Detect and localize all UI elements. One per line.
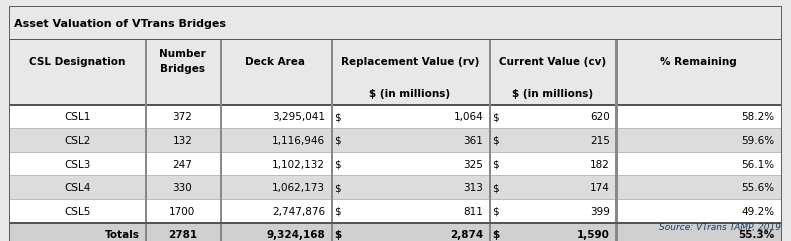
Text: 330: 330 bbox=[172, 183, 192, 193]
Text: CSL1: CSL1 bbox=[64, 112, 91, 122]
Text: CSL5: CSL5 bbox=[64, 207, 91, 217]
Text: $: $ bbox=[492, 183, 498, 193]
Text: 49.2%: 49.2% bbox=[741, 207, 774, 217]
Text: CSL4: CSL4 bbox=[64, 183, 91, 193]
Text: Asset Valuation of VTrans Bridges: Asset Valuation of VTrans Bridges bbox=[14, 19, 226, 29]
Text: 620: 620 bbox=[590, 112, 610, 122]
Text: 174: 174 bbox=[590, 183, 610, 193]
Text: 399: 399 bbox=[590, 207, 610, 217]
Text: 372: 372 bbox=[172, 112, 192, 122]
Text: 56.1%: 56.1% bbox=[741, 160, 774, 170]
Text: 1,062,173: 1,062,173 bbox=[272, 183, 325, 193]
Text: 313: 313 bbox=[464, 183, 483, 193]
Text: 59.6%: 59.6% bbox=[741, 136, 774, 146]
Text: 325: 325 bbox=[464, 160, 483, 170]
Text: 55.3%: 55.3% bbox=[738, 230, 774, 241]
Text: 9,324,168: 9,324,168 bbox=[267, 230, 325, 241]
Text: 3,295,041: 3,295,041 bbox=[272, 112, 325, 122]
Text: $: $ bbox=[492, 136, 498, 146]
Text: % Remaining: % Remaining bbox=[660, 57, 736, 67]
Text: $ (in millions): $ (in millions) bbox=[369, 89, 450, 99]
Text: $: $ bbox=[334, 136, 340, 146]
Text: CSL Designation: CSL Designation bbox=[29, 57, 126, 67]
Text: 2,747,876: 2,747,876 bbox=[272, 207, 325, 217]
Text: 132: 132 bbox=[172, 136, 192, 146]
Text: $ (in millions): $ (in millions) bbox=[512, 89, 592, 99]
Text: 1,064: 1,064 bbox=[453, 112, 483, 122]
Text: CSL3: CSL3 bbox=[64, 160, 91, 170]
Text: CSL2: CSL2 bbox=[64, 136, 91, 146]
Text: Current Value (cv): Current Value (cv) bbox=[498, 57, 606, 67]
Text: 1700: 1700 bbox=[169, 207, 195, 217]
Text: 2781: 2781 bbox=[168, 230, 197, 241]
Text: 2,874: 2,874 bbox=[450, 230, 483, 241]
Text: 1,116,946: 1,116,946 bbox=[272, 136, 325, 146]
Text: $: $ bbox=[334, 160, 340, 170]
Text: Replacement Value (rv): Replacement Value (rv) bbox=[341, 57, 479, 67]
Text: 247: 247 bbox=[172, 160, 192, 170]
Text: $: $ bbox=[334, 230, 341, 241]
Text: Totals: Totals bbox=[105, 230, 140, 241]
Text: Source: VTrans TAMP, 2019: Source: VTrans TAMP, 2019 bbox=[659, 223, 781, 232]
Text: $: $ bbox=[334, 207, 340, 217]
Text: 182: 182 bbox=[590, 160, 610, 170]
Text: 58.2%: 58.2% bbox=[741, 112, 774, 122]
Text: 361: 361 bbox=[464, 136, 483, 146]
Text: Number: Number bbox=[159, 49, 206, 59]
Text: $: $ bbox=[334, 183, 340, 193]
Text: Deck Area: Deck Area bbox=[245, 57, 305, 67]
Text: 55.6%: 55.6% bbox=[741, 183, 774, 193]
Text: $: $ bbox=[492, 230, 499, 241]
Text: $: $ bbox=[492, 112, 498, 122]
Text: 215: 215 bbox=[590, 136, 610, 146]
Text: 1,102,132: 1,102,132 bbox=[272, 160, 325, 170]
Text: Bridges: Bridges bbox=[160, 64, 205, 74]
Text: $: $ bbox=[492, 160, 498, 170]
Text: $: $ bbox=[334, 112, 340, 122]
Text: 811: 811 bbox=[464, 207, 483, 217]
Text: 1,590: 1,590 bbox=[577, 230, 610, 241]
Text: $: $ bbox=[492, 207, 498, 217]
